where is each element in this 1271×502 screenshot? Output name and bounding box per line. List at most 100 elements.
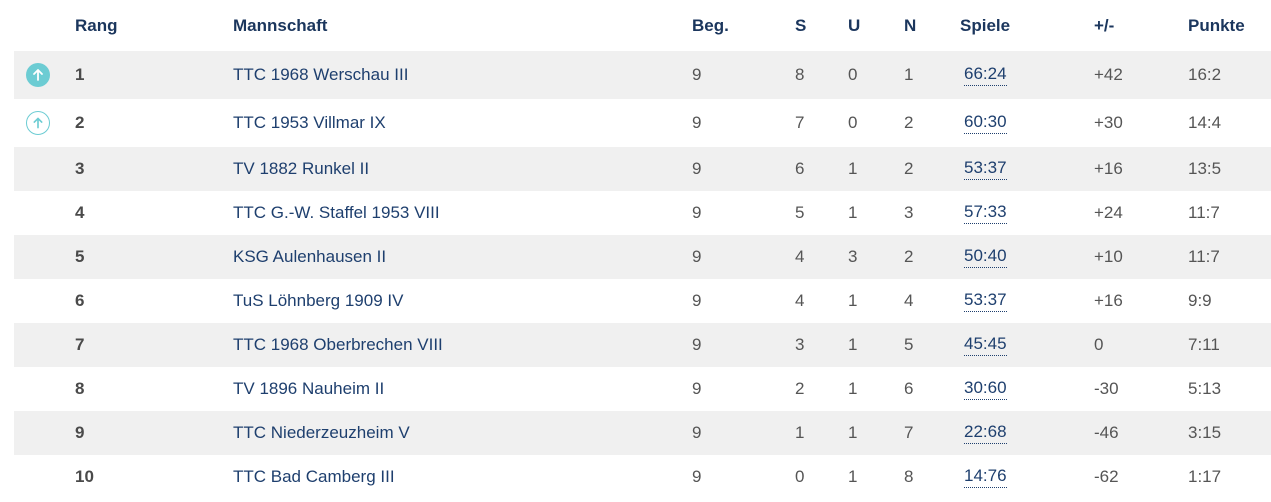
lost: 2 bbox=[904, 247, 914, 266]
table-row: 9 TTC Niederzeuzheim V 9 1 1 7 22:68 -46 3:15 bbox=[14, 411, 1271, 455]
lost: 3 bbox=[904, 203, 914, 222]
table-row: 7 TTC 1968 Oberbrechen VIII 9 3 1 5 45:45 0 7:11 bbox=[14, 323, 1271, 367]
rank: 1 bbox=[75, 65, 85, 84]
diff: +30 bbox=[1094, 113, 1123, 132]
played: 9 bbox=[692, 159, 702, 178]
won: 1 bbox=[795, 423, 805, 442]
rank: 3 bbox=[75, 159, 85, 178]
diff: 0 bbox=[1094, 335, 1104, 354]
lost: 8 bbox=[904, 467, 914, 486]
won: 8 bbox=[795, 65, 805, 84]
header-draw: U bbox=[848, 15, 861, 35]
played: 9 bbox=[692, 65, 702, 84]
played: 9 bbox=[692, 335, 702, 354]
table-row: 10 TTC Bad Camberg III 9 0 1 8 14:76 -62 1:17 bbox=[14, 455, 1271, 499]
games-tooltip[interactable]: 50:40 bbox=[964, 246, 1007, 268]
rank: 8 bbox=[75, 379, 85, 398]
won: 7 bbox=[795, 113, 805, 132]
header-diff: +/- bbox=[1094, 15, 1115, 35]
draw: 1 bbox=[848, 203, 858, 222]
rank: 4 bbox=[75, 203, 85, 222]
table-header: Rang Mannschaft Beg. S U N Spiele +/- Pu… bbox=[14, 0, 1271, 51]
lost: 7 bbox=[904, 423, 914, 442]
team-link[interactable]: TuS Löhnberg 1909 IV bbox=[233, 291, 404, 310]
won: 3 bbox=[795, 335, 805, 354]
played: 9 bbox=[692, 423, 702, 442]
team-link[interactable]: TTC 1968 Werschau III bbox=[233, 65, 409, 84]
header-points: Punkte bbox=[1188, 15, 1245, 35]
table-row: 2 TTC 1953 Villmar IX 9 7 0 2 60:30 +30 14:4 bbox=[14, 99, 1271, 147]
lost: 6 bbox=[904, 379, 914, 398]
played: 9 bbox=[692, 113, 702, 132]
games-tooltip[interactable]: 45:45 bbox=[964, 334, 1007, 356]
rank: 2 bbox=[75, 113, 85, 132]
team-link[interactable]: KSG Aulenhausen II bbox=[233, 247, 387, 266]
points: 1:17 bbox=[1188, 467, 1222, 486]
team-link[interactable]: TTC G.-W. Staffel 1953 VIII bbox=[233, 203, 440, 222]
played: 9 bbox=[692, 467, 702, 486]
played: 9 bbox=[692, 379, 702, 398]
table-row: 3 TV 1882 Runkel II 9 6 1 2 53:37 +16 13:5 bbox=[14, 147, 1271, 191]
points: 13:5 bbox=[1188, 159, 1222, 178]
header-games: Spiele bbox=[960, 15, 1011, 35]
games-tooltip[interactable]: 60:30 bbox=[964, 112, 1007, 134]
points: 14:4 bbox=[1188, 113, 1222, 132]
header-rank: Rang bbox=[75, 15, 118, 35]
won: 4 bbox=[795, 247, 805, 266]
points: 11:7 bbox=[1188, 247, 1220, 266]
draw: 1 bbox=[848, 423, 858, 442]
team-link[interactable]: TTC Bad Camberg III bbox=[233, 467, 395, 486]
draw: 1 bbox=[848, 379, 858, 398]
rank: 6 bbox=[75, 291, 85, 310]
draw: 0 bbox=[848, 113, 858, 132]
table-row: 6 TuS Löhnberg 1909 IV 9 4 1 4 53:37 +16 9:9 bbox=[14, 279, 1271, 323]
team-link[interactable]: TV 1896 Nauheim II bbox=[233, 379, 385, 398]
table-row: 8 TV 1896 Nauheim II 9 2 1 6 30:60 -30 5:13 bbox=[14, 367, 1271, 411]
games-tooltip[interactable]: 53:37 bbox=[964, 158, 1007, 180]
games-tooltip[interactable]: 53:37 bbox=[964, 290, 1007, 312]
promotion-arrow-up-icon bbox=[26, 111, 50, 135]
points: 7:11 bbox=[1188, 335, 1220, 354]
points: 16:2 bbox=[1188, 65, 1222, 84]
won: 4 bbox=[795, 291, 805, 310]
draw: 1 bbox=[848, 159, 858, 178]
lost: 5 bbox=[904, 335, 914, 354]
promotion-arrow-up-icon bbox=[26, 63, 50, 87]
draw: 0 bbox=[848, 65, 858, 84]
points: 11:7 bbox=[1188, 203, 1220, 222]
team-link[interactable]: TV 1882 Runkel II bbox=[233, 159, 370, 178]
diff: -62 bbox=[1094, 467, 1119, 486]
points: 3:15 bbox=[1188, 423, 1222, 442]
games-tooltip[interactable]: 22:68 bbox=[964, 422, 1007, 444]
won: 5 bbox=[795, 203, 805, 222]
rank: 9 bbox=[75, 423, 85, 442]
draw: 1 bbox=[848, 335, 858, 354]
games-tooltip[interactable]: 66:24 bbox=[964, 64, 1007, 86]
games-tooltip[interactable]: 30:60 bbox=[964, 378, 1007, 400]
table-row: 1 TTC 1968 Werschau III 9 8 0 1 66:24 +42 16:2 bbox=[14, 51, 1271, 99]
draw: 1 bbox=[848, 291, 858, 310]
games-tooltip[interactable]: 57:33 bbox=[964, 202, 1007, 224]
played: 9 bbox=[692, 203, 702, 222]
draw: 3 bbox=[848, 247, 858, 266]
table-row: 5 KSG Aulenhausen II 9 4 3 2 50:40 +10 11:7 bbox=[14, 235, 1271, 279]
header-played: Beg. bbox=[692, 15, 729, 35]
points: 5:13 bbox=[1188, 379, 1222, 398]
header-team: Mannschaft bbox=[233, 15, 328, 35]
team-link[interactable]: TTC 1953 Villmar IX bbox=[233, 113, 386, 132]
diff: +16 bbox=[1094, 159, 1123, 178]
diff: +10 bbox=[1094, 247, 1123, 266]
diff: +16 bbox=[1094, 291, 1123, 310]
points: 9:9 bbox=[1188, 291, 1212, 310]
team-link[interactable]: TTC 1968 Oberbrechen VIII bbox=[233, 335, 443, 354]
games-tooltip[interactable]: 14:76 bbox=[964, 466, 1007, 488]
played: 9 bbox=[692, 291, 702, 310]
lost: 4 bbox=[904, 291, 914, 310]
table-row: 4 TTC G.-W. Staffel 1953 VIII 9 5 1 3 57:33 +24… bbox=[14, 191, 1271, 235]
team-link[interactable]: TTC Niederzeuzheim V bbox=[233, 423, 410, 442]
won: 0 bbox=[795, 467, 805, 486]
lost: 1 bbox=[904, 65, 914, 84]
header-lost: N bbox=[904, 15, 917, 35]
played: 9 bbox=[692, 247, 702, 266]
lost: 2 bbox=[904, 159, 914, 178]
